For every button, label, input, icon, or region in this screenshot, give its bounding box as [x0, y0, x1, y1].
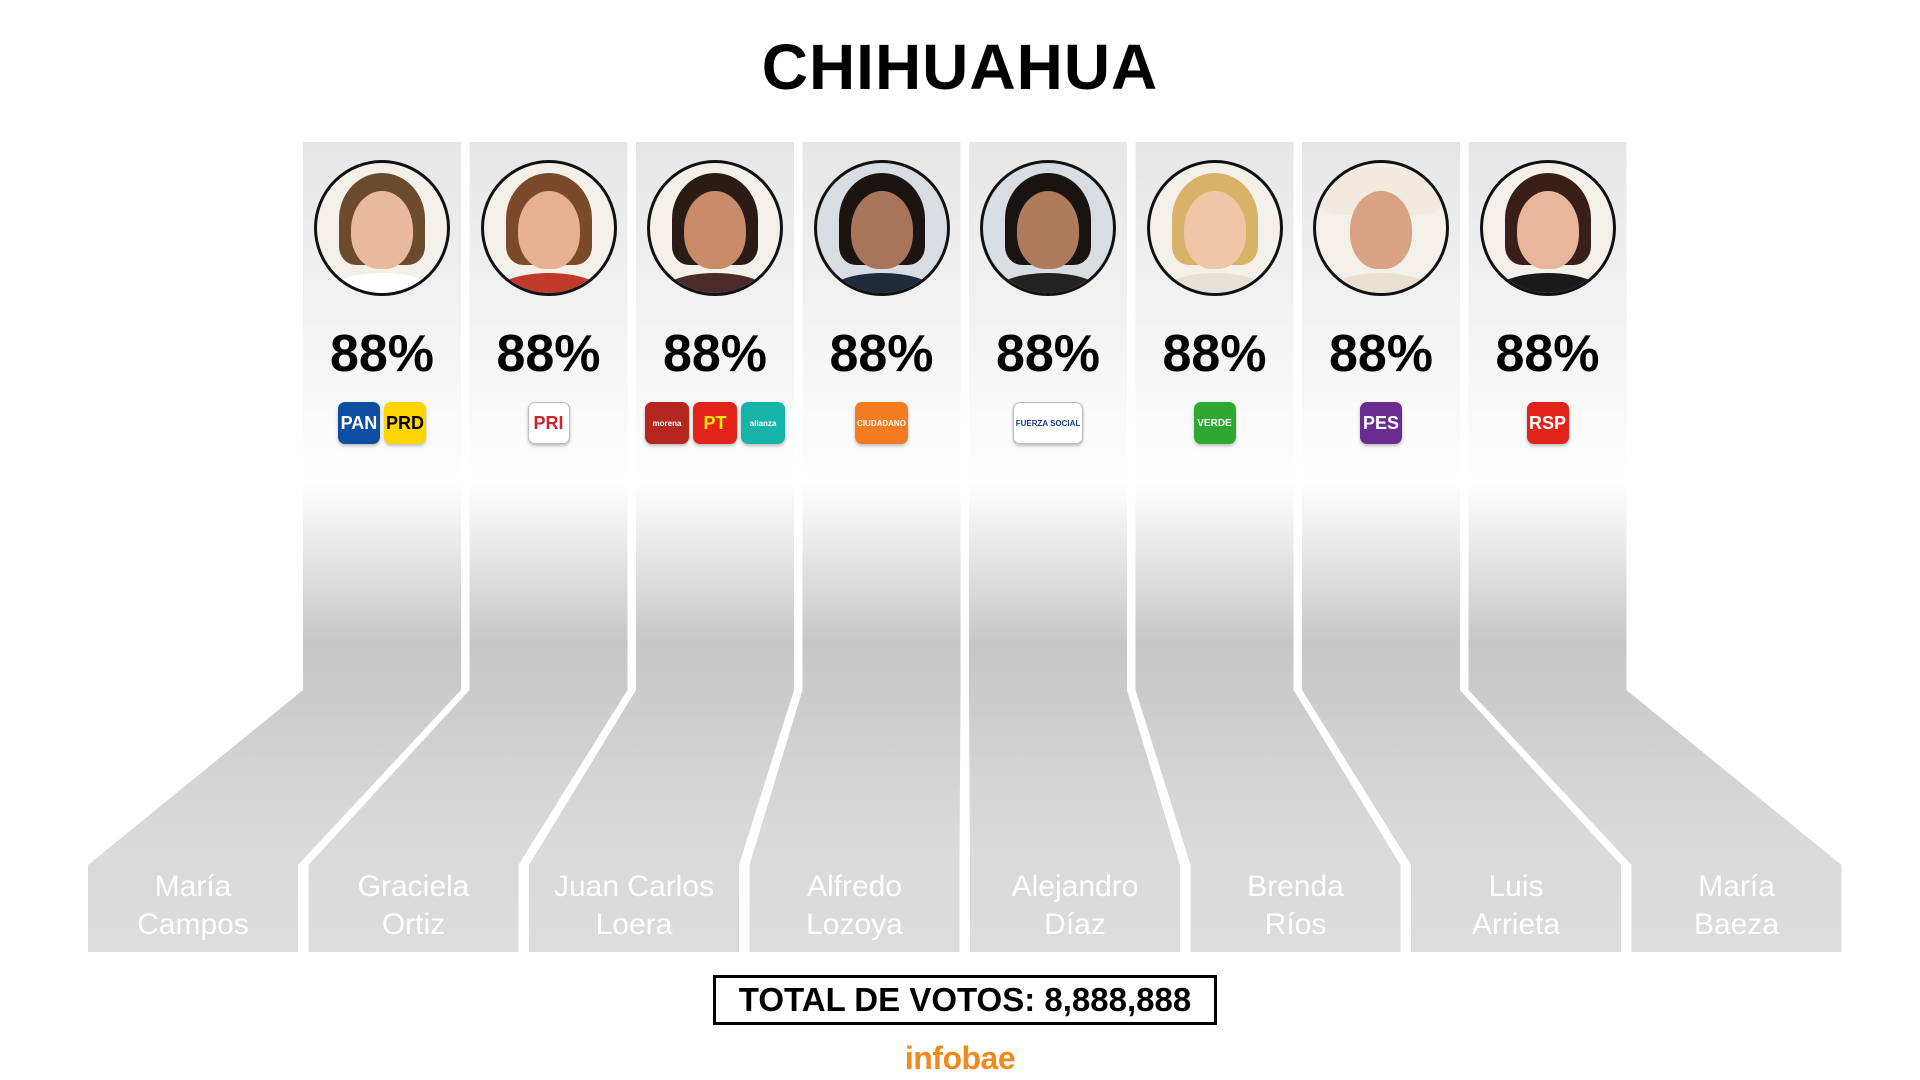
vote-percentage: 88% [1162, 325, 1267, 383]
shoulders-shape [655, 273, 775, 293]
party-logo-alianza: alianza [741, 402, 785, 444]
candidate-name-line1: Brenda [1247, 870, 1344, 903]
candidate-name: María Baeza [1637, 868, 1837, 944]
candidate-photo [980, 160, 1116, 296]
shoulders-shape [821, 273, 942, 293]
vote-percentage: 88% [662, 325, 768, 383]
face-shape [1017, 191, 1079, 269]
candidate-name-line1: Alfredo [806, 870, 903, 903]
party-logo-morena: morena [645, 402, 689, 444]
candidate-name-line2: Ríos [1264, 908, 1327, 941]
candidate-name: Graciela Ortiz [314, 868, 514, 944]
total-votes-box: TOTAL DE VOTOS: 8,888,888 [713, 975, 1217, 1025]
party-logos: morena PT alianza [635, 400, 795, 446]
vote-percentage: 88% [1328, 325, 1434, 383]
candidate-name-line2: Baeza [1693, 908, 1780, 941]
candidate-column-3 [529, 142, 794, 952]
candidate-name-line2: Díaz [1044, 908, 1106, 941]
party-logos: FUERZA SOCIAL [968, 400, 1128, 446]
candidate-name-line2: Lozoya [806, 908, 903, 941]
vote-percentage: 88% [995, 325, 1101, 383]
candidate-name-line1: María [1698, 870, 1775, 903]
candidate-name: María Campos [93, 868, 293, 944]
party-logo-fuerza-social: FUERZA SOCIAL [1012, 402, 1084, 444]
candidate-photo [314, 160, 450, 296]
candidate-name-line1: María [154, 870, 232, 903]
party-logo-pri: PRI [527, 402, 570, 444]
candidate-name: Juan Carlos Loera [534, 868, 734, 944]
face-shape [517, 191, 580, 269]
party-logos: CIUDADANO [802, 400, 962, 446]
vote-percentage: 88% [329, 325, 435, 383]
candidate-name-line1: Luis [1488, 870, 1544, 903]
candidate-name: Alejandro Díaz [975, 868, 1175, 944]
candidate-photo [480, 160, 617, 296]
shoulders-shape [988, 273, 1108, 293]
shoulders-shape [1487, 273, 1608, 293]
candidate-photo [1146, 160, 1283, 296]
candidate-name-line1: Alejandro [1011, 870, 1139, 903]
candidate-name-line2: Arrieta [1471, 908, 1561, 941]
party-logo-pan: PAN [337, 402, 380, 444]
vote-percentage: 88% [496, 325, 601, 383]
shoulders-shape [322, 273, 442, 293]
party-logo-ciudadano: CIUDADANO [855, 402, 908, 444]
candidate-name-line2: Campos [137, 908, 249, 941]
shoulders-shape [1321, 273, 1441, 293]
candidate-column-1 [88, 142, 461, 952]
party-logos: VERDE [1135, 400, 1295, 446]
candidate-name-line1: Graciela [357, 870, 470, 903]
candidate-photo [813, 160, 950, 296]
candidate-column-6 [1135, 142, 1401, 952]
face-shape [351, 191, 413, 269]
infobae-logo: infobae [904, 1040, 1016, 1076]
candidate-column-7 [1302, 142, 1621, 952]
party-logo-pes: PES [1360, 402, 1402, 444]
party-logos: RSP [1468, 400, 1628, 446]
candidate-column-8 [1468, 142, 1842, 952]
party-logos: PRI [469, 400, 629, 446]
shoulders-shape [1154, 273, 1275, 293]
candidate-name-line1: Juan Carlos [553, 870, 715, 903]
party-logo-pt: PT [693, 402, 737, 444]
face-shape [684, 191, 746, 269]
party-logos: PAN PRD [302, 400, 462, 446]
total-votes-label: TOTAL DE VOTOS: 8,888,888 [738, 981, 1192, 1018]
party-logo-prd: PRD [383, 402, 426, 444]
candidate-photo [1313, 160, 1449, 296]
candidate-name: Alfredo Lozoya [755, 868, 955, 944]
candidate-column-5 [969, 142, 1180, 952]
party-logo-verde: VERDE [1193, 402, 1236, 444]
face-shape [1516, 191, 1579, 269]
candidate-column-2 [308, 142, 628, 952]
party-logo-rsp: RSP [1526, 402, 1569, 444]
candidate-name: Luis Arrieta [1416, 868, 1616, 944]
face-shape [850, 191, 913, 269]
shoulders-shape [488, 273, 609, 293]
party-logos: PES [1301, 400, 1461, 446]
page-title: CHIHUAHUA [761, 31, 1159, 103]
vote-percentage: 88% [829, 325, 934, 383]
candidate-name-line2: Loera [595, 908, 673, 941]
candidate-column-4 [749, 142, 961, 952]
face-shape [1183, 191, 1246, 269]
candidate-photo [647, 160, 783, 296]
candidate-photo [1479, 160, 1616, 296]
candidate-name: Brenda Ríos [1196, 868, 1396, 944]
vote-percentage: 88% [1495, 325, 1600, 383]
face-shape [1350, 191, 1412, 269]
candidate-name-line2: Ortiz [381, 908, 446, 941]
